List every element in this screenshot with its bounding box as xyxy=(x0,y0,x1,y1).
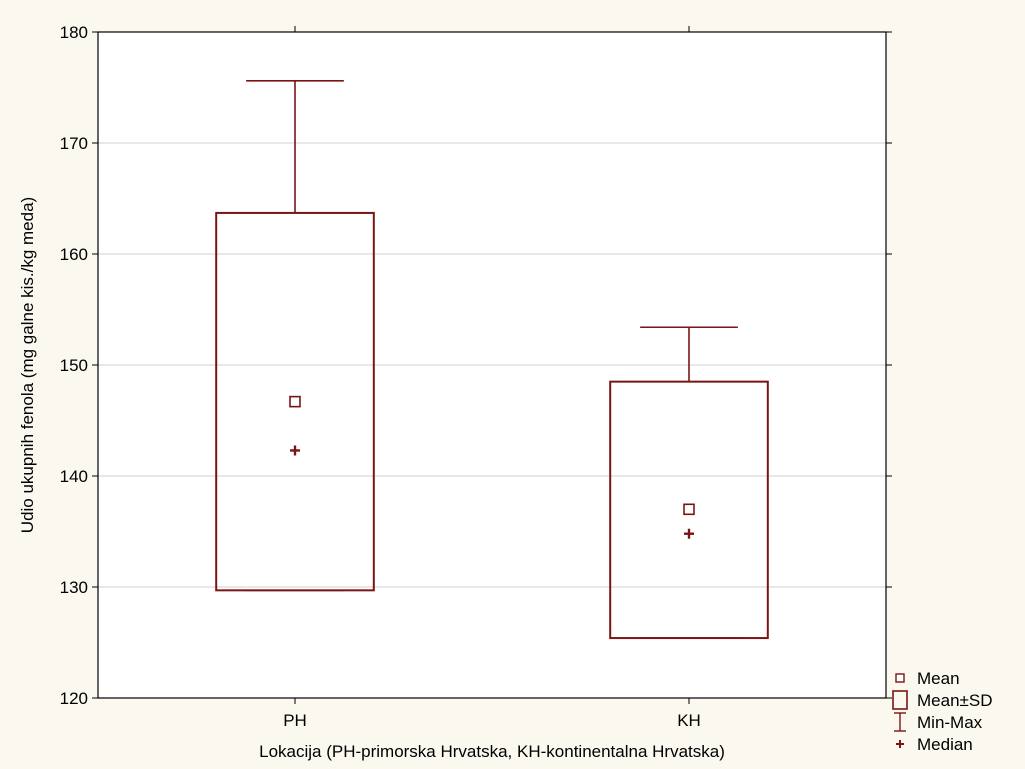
legend-item-small-square: Mean xyxy=(895,669,960,688)
legend: Mean Mean±SD Min-Max Median xyxy=(892,669,992,754)
x-axis-title: Lokacija (PH-primorska Hrvatska, KH-kont… xyxy=(259,742,725,761)
legend-item-box: Mean±SD xyxy=(892,690,992,710)
y-tick-label: 150 xyxy=(60,356,88,375)
mean-marker xyxy=(289,395,301,408)
y-tick-label: 130 xyxy=(60,578,88,597)
legend-mean-icon xyxy=(895,673,905,683)
mean-sd-box xyxy=(609,380,769,640)
legend-label: Median xyxy=(917,735,973,754)
y-tick-label: 160 xyxy=(60,245,88,264)
legend-item-plus: Median xyxy=(896,735,973,754)
legend-item-whisker: Min-Max xyxy=(894,712,983,732)
legend-label: Mean xyxy=(917,669,960,688)
gridlines xyxy=(98,142,886,588)
x-tick-label: PH xyxy=(283,711,307,730)
axes: 120 130 140 150 160 170 180 PH KH xyxy=(60,23,892,730)
mean-marker xyxy=(683,503,695,516)
y-tick-label: 180 xyxy=(60,23,88,42)
mean-sd-box xyxy=(215,211,375,592)
data-marks xyxy=(215,80,769,640)
y-tick-label: 140 xyxy=(60,467,88,486)
y-tick-label: 120 xyxy=(60,689,88,708)
legend-box-icon xyxy=(892,690,908,710)
x-tick-label: KH xyxy=(677,711,701,730)
y-tick-label: 170 xyxy=(60,134,88,153)
legend-label: Mean±SD xyxy=(917,691,992,710)
box-group-ph xyxy=(215,80,375,592)
y-axis-title: Udio ukupnih fenola (mg galne kis./kg me… xyxy=(18,197,37,533)
box-group-kh xyxy=(609,326,769,640)
legend-label: Min-Max xyxy=(917,713,983,732)
